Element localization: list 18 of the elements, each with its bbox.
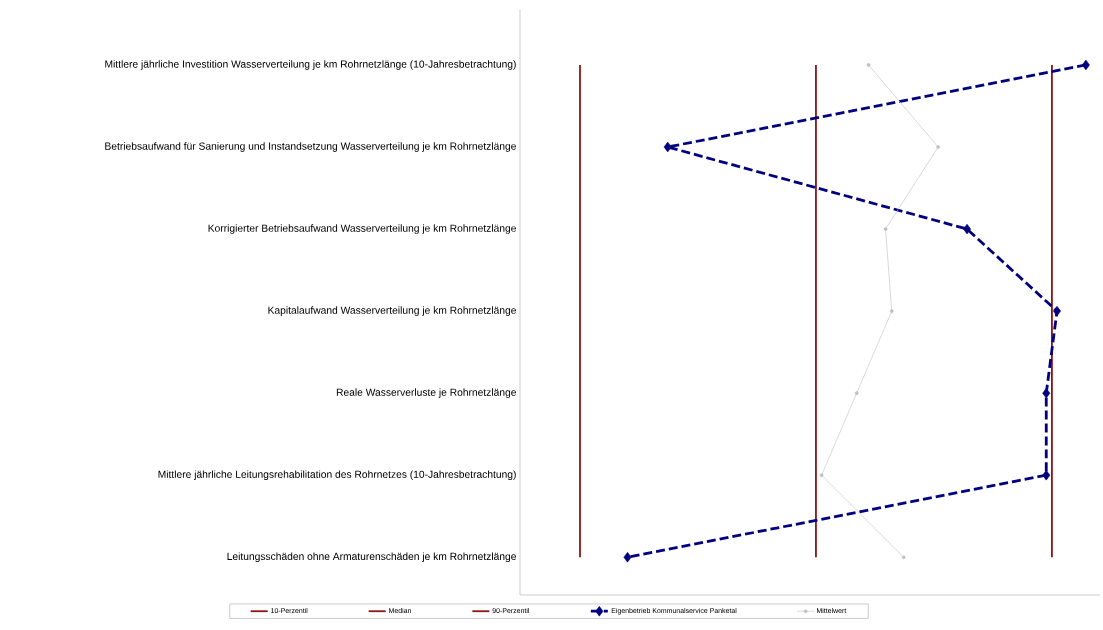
point xyxy=(1042,470,1051,481)
point xyxy=(889,309,894,313)
point xyxy=(1042,387,1051,399)
y-tick-label: Mittlere jährliche Investition Wasserverteilung je km Rohrnetzlänge (10-Jahresbetrachtung) xyxy=(105,60,516,70)
y-tick-label: Korrigierter Betriebsaufwand Wasserverteilung je km Rohrnetzlänge xyxy=(208,224,516,234)
y-tick-label: Reale Wasserverluste je Rohrnetzlänge xyxy=(336,388,516,398)
y-tick-label: Kapitalaufwand Wasserverteilung je km Rohrnetzlänge xyxy=(268,306,516,316)
point xyxy=(936,145,941,149)
point xyxy=(663,141,672,153)
point xyxy=(901,555,906,560)
y-tick-label: Mittlere jährliche Leitungsrehabilitation des Rohrnetzes (10-Jahresbetrachtung) xyxy=(158,470,516,480)
y-tick-label: Betriebsaufwand für Sanierung und Instandsetzung Wasserverteilung je km Rohrnetzlänge xyxy=(105,142,516,152)
point xyxy=(866,63,871,67)
y-tick-label: Leitungsschäden ohne Armaturenschäden je km Rohrnetzlänge xyxy=(227,552,516,563)
point xyxy=(1081,59,1090,71)
point xyxy=(883,227,888,231)
point xyxy=(623,552,632,563)
point xyxy=(819,473,824,478)
